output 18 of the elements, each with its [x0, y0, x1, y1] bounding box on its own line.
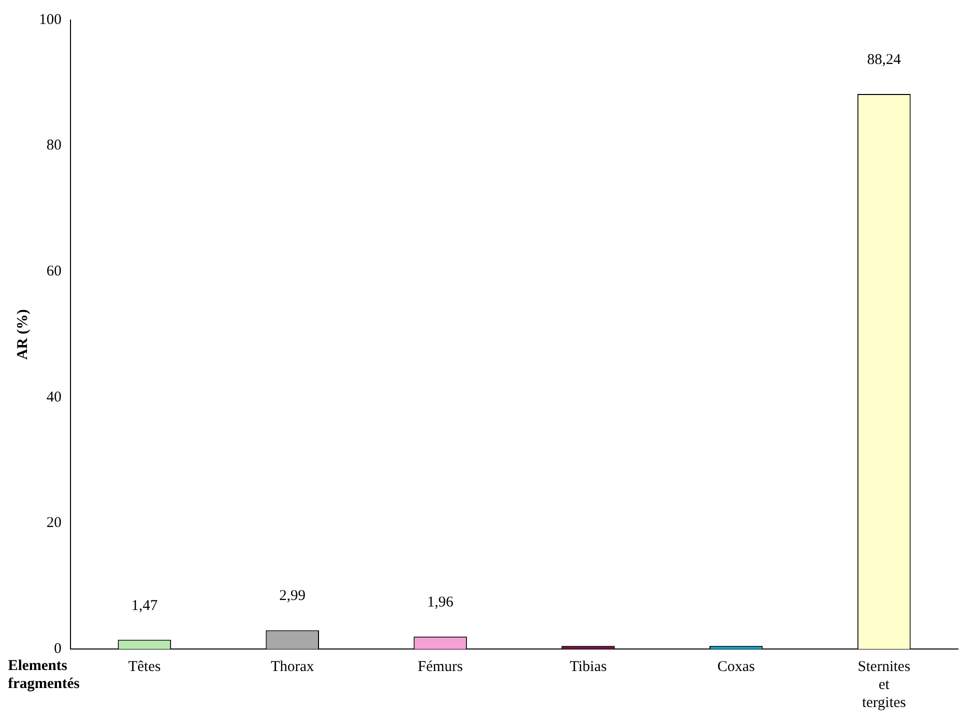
y-tick-label: 40	[46, 389, 62, 406]
x-axis-title: Elements fragmentés	[8, 657, 81, 693]
y-tick-label: 100	[39, 12, 62, 28]
y-axis-title: AR (%)	[14, 309, 31, 360]
data-label: 2,99	[279, 588, 306, 604]
x-tick-label: Coxas	[717, 658, 756, 675]
x-tick-label: Fémurs	[418, 658, 463, 675]
y-tick-label: 60	[46, 264, 62, 280]
x-tick-label: Sternites et tergites	[858, 658, 910, 711]
data-label: 88,24	[867, 52, 902, 68]
x-tick-label: Tibias	[570, 658, 607, 675]
x-tick-label: Thorax	[270, 658, 315, 675]
y-tick-label: 80	[46, 138, 62, 154]
x-tick-label: Têtes	[128, 658, 161, 675]
data-label: 1,47	[131, 598, 158, 614]
data-label: 1,96	[427, 594, 454, 611]
y-tick-label: 20	[46, 515, 62, 532]
y-tick-label: 0	[54, 640, 62, 657]
